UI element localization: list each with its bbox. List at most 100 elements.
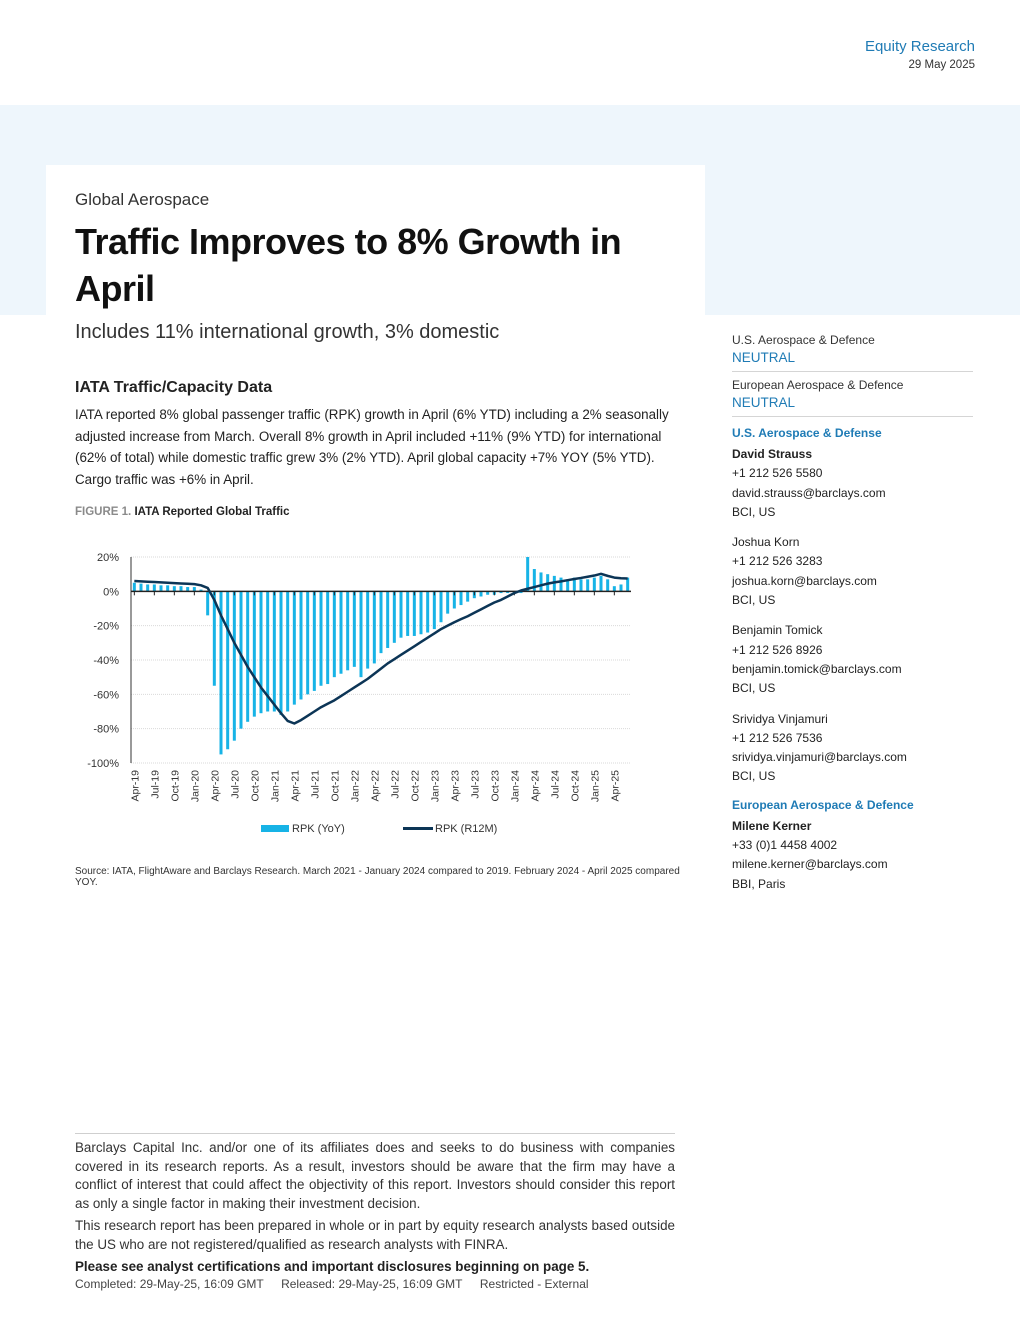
- disclosure-note: Please see analyst certifications and im…: [75, 1259, 590, 1274]
- legend-label-rpk-yoy: RPK (YoY): [292, 823, 345, 835]
- bar-rpk-yoy: [359, 591, 363, 678]
- bar-rpk-yoy: [379, 591, 383, 654]
- x-tick-label: Jan-22: [349, 770, 361, 802]
- bar-rpk-yoy: [486, 591, 490, 595]
- x-tick-label: Oct-19: [169, 770, 181, 802]
- bar-rpk-yoy: [219, 591, 223, 755]
- report-subtitle: Includes 11% international growth, 3% do…: [75, 321, 500, 343]
- report-header: Equity Research 29 May 2025: [865, 38, 975, 71]
- bar-rpk-yoy: [172, 586, 176, 592]
- y-tick-label: -60%: [93, 689, 119, 701]
- bar-rpk-yoy: [466, 591, 470, 602]
- rating-europe: European Aerospace & Defence NEUTRAL: [732, 378, 973, 417]
- analyst-card: Milene Kerner +33 (0)1 4458 4002 milene.…: [732, 817, 973, 894]
- bar-rpk-yoy: [339, 591, 343, 674]
- bar-rpk-yoy: [459, 591, 463, 606]
- x-tick-label: Jul-21: [309, 770, 321, 799]
- traffic-chart: 20% 0% -20% -40% -60% -80% -100% Apr-19 Jul-19 O…: [87, 552, 631, 835]
- x-tick-label: Jul-19: [149, 770, 161, 799]
- bar-rpk-yoy: [159, 585, 163, 592]
- analyst-entity: BCI, US: [732, 681, 776, 696]
- analyst-name: Benjamin Tomick: [732, 623, 823, 638]
- bar-rpk-yoy: [392, 591, 396, 643]
- bar-rpk-yoy: [166, 585, 170, 592]
- bar-rpk-yoy: [206, 591, 210, 616]
- rating-label: U.S. Aerospace & Defence: [732, 333, 875, 347]
- section-body: IATA reported 8% global passenger traffi…: [75, 407, 669, 487]
- bar-rpk-yoy: [566, 579, 570, 592]
- bar-rpk-yoy: [419, 591, 423, 635]
- department-label: Equity Research: [864, 38, 975, 55]
- bar-rpk-yoy: [619, 584, 623, 592]
- bar-rpk-yoy: [259, 591, 263, 714]
- analyst-phone: +1 212 526 7536: [732, 730, 823, 745]
- bar-rpk-yoy: [286, 591, 290, 712]
- analyst-email[interactable]: joshua.korn@barclays.com: [732, 573, 877, 588]
- bar-rpk-yoy: [199, 589, 203, 592]
- title-card: [46, 165, 705, 315]
- sidebar: U.S. Aerospace & Defence NEUTRAL Europea…: [732, 333, 973, 905]
- analyst-email[interactable]: srividya.vinjamuri@barclays.com: [732, 750, 907, 765]
- disclaimer-conflict: Barclays Capital Inc. and/or one of its …: [75, 1140, 675, 1211]
- rating-label: European Aerospace & Defence: [732, 378, 904, 392]
- x-tick-label: Jul-22: [389, 770, 401, 799]
- x-tick-label: Jul-20: [229, 770, 241, 799]
- bar-rpk-yoy: [232, 591, 236, 741]
- bar-rpk-yoy: [526, 557, 530, 592]
- y-tick-label: -40%: [93, 655, 119, 667]
- bar-rpk-yoy: [152, 584, 156, 592]
- bar-rpk-yoy: [366, 591, 370, 669]
- bar-rpk-yoy: [192, 587, 196, 592]
- bar-rpk-yoy: [319, 591, 323, 686]
- report-title: Traffic Improves to 8% Growth in April: [75, 221, 622, 309]
- x-tick-label: Jan-21: [269, 770, 281, 802]
- x-tick-label: Apr-23: [449, 770, 461, 802]
- bar-rpk-yoy: [499, 591, 503, 594]
- bar-rpk-yoy: [266, 591, 270, 712]
- bar-rpk-yoy: [146, 584, 150, 592]
- analyst-email[interactable]: david.strauss@barclays.com: [732, 485, 886, 500]
- y-tick-label: -100%: [87, 758, 119, 770]
- x-tick-label: Jan-20: [189, 770, 201, 802]
- bar-rpk-yoy: [372, 591, 376, 664]
- bar-rpk-yoy: [479, 591, 483, 597]
- bar-rpk-yoy: [299, 591, 303, 700]
- legend-swatch-rpk-yoy: [261, 825, 289, 832]
- bar-rpk-yoy: [279, 591, 283, 715]
- analyst-email[interactable]: milene.kerner@barclays.com: [732, 857, 888, 872]
- sector-label: Global Aerospace: [75, 190, 210, 209]
- bar-rpk-yoy: [506, 591, 510, 594]
- x-tick-label: Jan-24: [509, 770, 521, 802]
- analyst-name: David Strauss: [732, 447, 813, 461]
- chart-legend: RPK (YoY) RPK (R12M): [261, 823, 497, 835]
- bar-rpk-yoy: [592, 577, 596, 592]
- bar-rpk-yoy: [559, 577, 563, 592]
- x-tick-label: Apr-22: [369, 770, 381, 802]
- analyst-card: David Strauss +1 212 526 5580 david.stra…: [732, 445, 973, 522]
- bar-rpk-yoy: [519, 591, 523, 594]
- bar-rpk-yoy: [306, 591, 310, 695]
- bar-rpk-yoy: [432, 591, 436, 630]
- analyst-entity: BCI, US: [732, 593, 776, 608]
- bar-rpk-yoy: [579, 579, 583, 592]
- bar-rpk-yoy: [239, 591, 243, 729]
- series-line-rpk-r12m: [134, 572, 628, 725]
- rating-value: NEUTRAL: [732, 350, 796, 365]
- bar-rpk-yoy: [386, 591, 390, 648]
- x-tick-label: Apr-19: [129, 770, 141, 802]
- bar-rpk-yoy: [132, 582, 136, 592]
- bar-rpk-yoy: [226, 591, 230, 750]
- x-tick-label: Jul-23: [469, 770, 481, 799]
- completed-timestamp: Completed: 29-May-25, 16:09 GMT: [75, 1276, 264, 1291]
- x-tick-label: Oct-20: [249, 770, 261, 802]
- x-tick-label: Jan-25: [589, 770, 601, 802]
- figure-number: FIGURE 1.: [75, 506, 132, 518]
- analyst-phone: +1 212 526 3283: [732, 554, 823, 569]
- classification-label: Restricted - External: [479, 1276, 589, 1291]
- bar-rpk-yoy: [612, 586, 616, 592]
- analyst-name: Joshua Korn: [732, 535, 800, 550]
- x-tick-label: Oct-24: [569, 770, 581, 802]
- bar-rpk-yoy: [446, 591, 450, 614]
- bar-rpk-yoy: [312, 591, 316, 691]
- analyst-email[interactable]: benjamin.tomick@barclays.com: [732, 661, 902, 676]
